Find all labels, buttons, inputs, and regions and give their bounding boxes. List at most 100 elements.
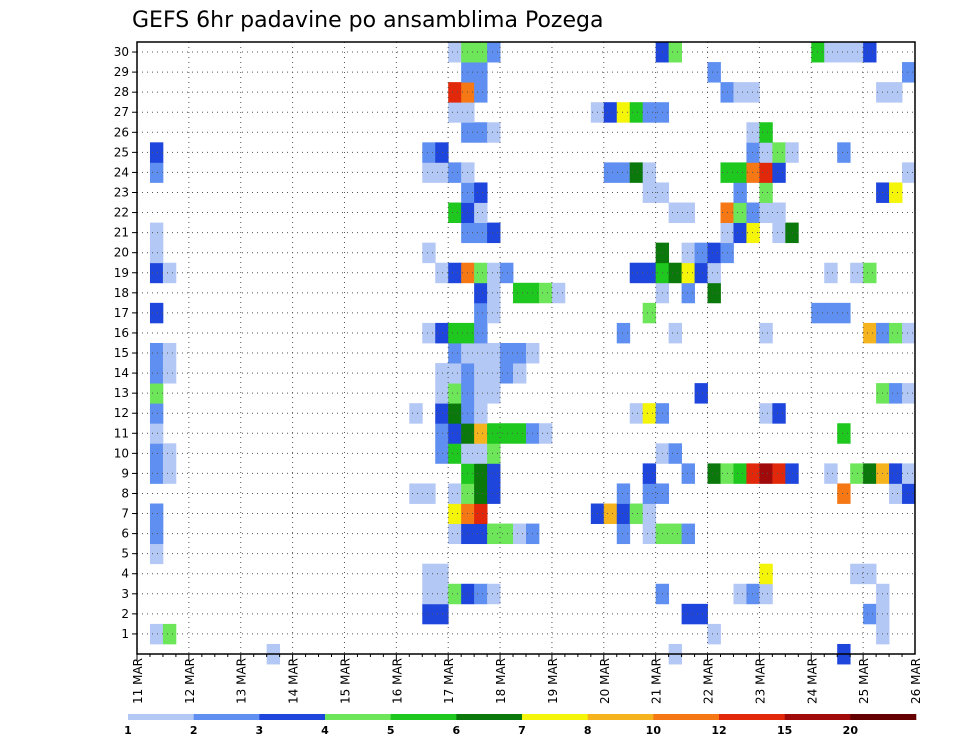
heatmap-cell bbox=[513, 342, 527, 364]
heatmap-cell bbox=[863, 563, 877, 585]
heatmap-cell bbox=[422, 583, 436, 605]
heatmap-cell bbox=[642, 162, 657, 183]
heatmap-cell bbox=[474, 342, 488, 364]
y-tick-label: 7 bbox=[121, 507, 129, 521]
x-tick-label: 12 MAR bbox=[183, 658, 197, 704]
heatmap-cell bbox=[694, 242, 708, 264]
heatmap-cell bbox=[149, 403, 164, 424]
heatmap-cell bbox=[902, 383, 916, 404]
legend-swatch bbox=[850, 714, 917, 720]
heatmap-cell bbox=[513, 363, 527, 384]
heatmap-cell bbox=[474, 583, 488, 605]
heatmap-cell bbox=[759, 322, 773, 344]
heatmap-cell bbox=[837, 483, 851, 504]
heatmap-cell bbox=[642, 463, 657, 484]
heatmap-cell bbox=[474, 62, 488, 83]
heatmap-cell bbox=[149, 383, 164, 404]
x-tick-label: 11 MAR bbox=[131, 658, 145, 704]
heatmap-cell bbox=[746, 82, 760, 103]
heatmap-cell bbox=[694, 603, 708, 625]
heatmap-cell bbox=[422, 603, 436, 625]
heatmap-cell bbox=[772, 202, 786, 223]
heatmap-cell bbox=[902, 322, 916, 344]
legend-label: 8 bbox=[584, 724, 592, 737]
heatmap-cell bbox=[759, 463, 773, 484]
y-tick-label: 21 bbox=[114, 226, 129, 240]
heatmap-cell bbox=[474, 222, 488, 244]
legend-swatch bbox=[259, 714, 326, 720]
heatmap-cell bbox=[616, 162, 631, 183]
heatmap-cell bbox=[681, 242, 695, 264]
heatmap-cell bbox=[629, 102, 644, 123]
heatmap-cell bbox=[603, 503, 618, 524]
heatmap-cell bbox=[513, 523, 527, 545]
heatmap-cell bbox=[448, 342, 462, 364]
heatmap-cell bbox=[474, 42, 488, 63]
heatmap-cell bbox=[487, 262, 501, 284]
heatmap-cell bbox=[733, 583, 747, 605]
heatmap-cell bbox=[162, 342, 177, 364]
x-tick-label: 16 MAR bbox=[390, 658, 404, 704]
heatmap-cell bbox=[733, 222, 747, 244]
heatmap-cell bbox=[759, 182, 773, 203]
legend-label: 10 bbox=[646, 724, 662, 737]
heatmap-cell bbox=[824, 463, 838, 484]
heatmap-cell bbox=[902, 62, 916, 83]
legend-label: 2 bbox=[190, 724, 198, 737]
heatmap-cell bbox=[772, 463, 786, 484]
heatmap-cell bbox=[474, 423, 488, 444]
y-tick-label: 5 bbox=[121, 547, 129, 561]
heatmap-cell bbox=[837, 142, 851, 163]
heatmap-cell bbox=[474, 383, 488, 404]
heatmap-cell bbox=[629, 503, 644, 524]
heatmap-cell bbox=[162, 363, 177, 384]
heatmap-cell bbox=[448, 42, 462, 63]
heatmap-cell bbox=[422, 242, 436, 264]
heatmap-cell bbox=[746, 463, 760, 484]
heatmap-cell bbox=[149, 463, 164, 484]
heatmap-cell bbox=[487, 523, 501, 545]
heatmap-cell bbox=[487, 363, 501, 384]
heatmap-cell bbox=[474, 302, 488, 324]
heatmap-cell bbox=[149, 623, 164, 645]
heatmap-cell bbox=[707, 463, 721, 484]
heatmap-cell bbox=[538, 423, 553, 444]
heatmap-cell bbox=[422, 322, 436, 344]
heatmap-cell bbox=[616, 483, 631, 504]
y-tick-label: 15 bbox=[114, 346, 129, 360]
heatmap-cell bbox=[448, 423, 462, 444]
heatmap-cell bbox=[448, 403, 462, 424]
heatmap-cell bbox=[837, 302, 851, 324]
color-legend: 1 2 3 4 5 6 7 8 10 12 15 20 bbox=[124, 714, 917, 737]
heatmap-cell bbox=[422, 142, 436, 163]
heatmap-cells bbox=[149, 42, 916, 665]
heatmap-cell bbox=[474, 363, 488, 384]
heatmap-cell bbox=[448, 102, 462, 123]
legend-swatch bbox=[390, 714, 457, 720]
heatmap-cell bbox=[889, 182, 903, 203]
heatmap-cell bbox=[668, 322, 682, 344]
x-tick-label: 25 MAR bbox=[857, 658, 871, 704]
heatmap-cell bbox=[149, 142, 164, 163]
x-tick-label: 18 MAR bbox=[494, 658, 508, 704]
heatmap-cell bbox=[733, 162, 747, 183]
heatmap-cell bbox=[448, 262, 462, 284]
heatmap-cell bbox=[772, 403, 786, 424]
heatmap-cell bbox=[500, 262, 514, 284]
y-tick-label: 14 bbox=[114, 366, 129, 380]
heatmap-cell bbox=[616, 102, 631, 123]
legend-swatch bbox=[193, 714, 260, 720]
heatmap-cell bbox=[772, 222, 786, 244]
heatmap-cell bbox=[694, 262, 708, 284]
heatmap-cell bbox=[422, 483, 436, 504]
y-tick-label: 8 bbox=[121, 486, 129, 500]
heatmap-cell bbox=[435, 423, 449, 444]
y-tick-label: 6 bbox=[121, 527, 129, 541]
legend-label: 15 bbox=[777, 724, 792, 737]
heatmap-cell bbox=[889, 82, 903, 103]
heatmap-cell bbox=[889, 483, 903, 504]
heatmap-cell bbox=[902, 463, 916, 484]
y-tick-label: 29 bbox=[114, 65, 129, 79]
y-tick-label: 30 bbox=[114, 45, 129, 59]
heatmap-cell bbox=[448, 523, 462, 545]
